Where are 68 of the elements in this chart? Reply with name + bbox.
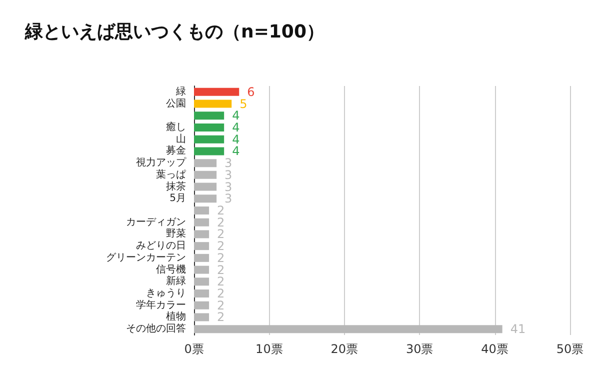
data-label: 6 xyxy=(247,84,255,99)
bar xyxy=(194,100,232,108)
bar xyxy=(194,325,502,334)
x-tick-label: 0票 xyxy=(184,342,204,356)
y-tick-label: カーディガン xyxy=(126,216,186,228)
x-tick-label: 10票 xyxy=(256,342,283,356)
y-tick-label: 信号機 xyxy=(156,263,186,276)
y-tick-label: グリーンカーテン xyxy=(106,252,186,264)
x-tick-label: 40票 xyxy=(481,342,508,356)
bar xyxy=(194,254,210,262)
chart-title: 緑といえば思いつくもの（n=100） xyxy=(24,22,324,42)
data-label: 4 xyxy=(232,120,240,134)
data-label: 2 xyxy=(217,215,225,230)
y-tick-label: 学年カラー xyxy=(136,298,186,311)
bar xyxy=(194,88,240,96)
y-tick-label: 癒し xyxy=(166,121,186,133)
bar xyxy=(194,147,224,156)
bar xyxy=(194,206,210,214)
data-label: 5 xyxy=(240,96,248,111)
data-label: 3 xyxy=(224,180,232,194)
bar xyxy=(194,135,224,144)
y-tick-label: 募金 xyxy=(166,144,186,157)
bar xyxy=(194,301,210,310)
data-label: 2 xyxy=(217,204,225,218)
data-label: 2 xyxy=(217,274,225,289)
data-label: 4 xyxy=(232,132,240,146)
x-tick-label: 20票 xyxy=(330,342,358,356)
y-tick-label: みどりの日 xyxy=(136,240,186,252)
bar xyxy=(194,170,217,179)
data-label: 4 xyxy=(232,108,240,123)
y-tick-label: 5月 xyxy=(170,193,186,204)
data-label: 3 xyxy=(224,168,232,182)
data-label: 3 xyxy=(224,156,232,170)
bar xyxy=(194,218,210,226)
data-label: 3 xyxy=(224,192,232,206)
bar xyxy=(194,266,210,274)
bar xyxy=(194,112,224,120)
y-tick-label: 抹茶 xyxy=(166,180,186,192)
data-label: 2 xyxy=(217,298,225,312)
data-label: 41 xyxy=(510,322,526,336)
bar xyxy=(194,182,217,191)
bar xyxy=(194,124,224,132)
data-label: 2 xyxy=(217,310,225,324)
data-label: 2 xyxy=(217,262,225,277)
bar xyxy=(194,290,210,298)
x-tick-label: 50票 xyxy=(556,342,584,356)
y-tick-label: 公園 xyxy=(166,97,186,110)
bar xyxy=(194,278,210,286)
data-label: 2 xyxy=(217,227,225,242)
y-tick-label: 山 xyxy=(176,132,186,145)
bar xyxy=(194,194,217,203)
data-label: 2 xyxy=(217,239,225,254)
y-tick-label: 植物 xyxy=(166,310,186,323)
y-tick-label: きゅうり xyxy=(146,288,186,299)
bar xyxy=(194,230,210,238)
data-label: 4 xyxy=(232,144,240,158)
y-tick-label: その他の回答 xyxy=(126,322,186,335)
y-tick-label: 葉っぱ xyxy=(156,168,186,180)
y-tick-label: 緑 xyxy=(175,86,186,98)
data-label: 2 xyxy=(217,250,225,265)
bar xyxy=(194,159,217,168)
x-tick-label: 30票 xyxy=(406,342,434,356)
data-label: 2 xyxy=(217,286,225,300)
bar xyxy=(194,242,210,250)
bar xyxy=(194,313,210,322)
y-tick-label: 視力アップ xyxy=(136,156,187,169)
y-tick-label: 野菜 xyxy=(166,228,186,240)
y-tick-label: 新緑 xyxy=(166,275,186,288)
